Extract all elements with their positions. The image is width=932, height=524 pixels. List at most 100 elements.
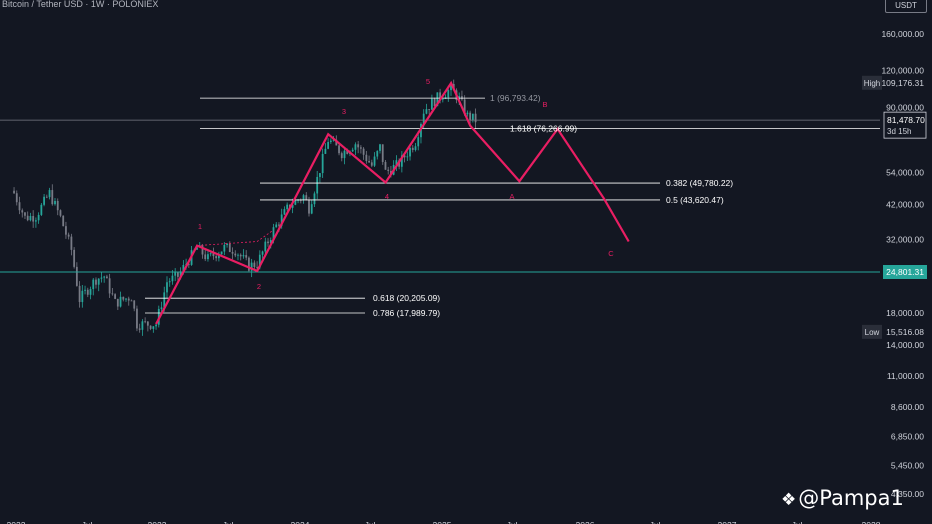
candle-body xyxy=(209,253,212,255)
candle-body xyxy=(130,300,133,302)
time-tick: 2023 xyxy=(148,520,167,524)
candle-body xyxy=(373,156,376,166)
candle-body xyxy=(187,264,190,266)
candle-body xyxy=(335,139,338,146)
wave-label: 3 xyxy=(342,107,346,116)
candle-body xyxy=(329,140,332,142)
chart-title: Bitcoin / Tether USD · 1W · POLONIEX xyxy=(2,0,159,9)
candle-body xyxy=(430,98,433,110)
current-price-countdown: 3d 15h xyxy=(887,127,911,136)
candle-body xyxy=(387,169,390,171)
candle-body xyxy=(81,290,84,303)
wave-path xyxy=(155,80,630,325)
candle-body xyxy=(92,279,95,290)
fib-lines xyxy=(0,97,880,314)
candle-body xyxy=(215,256,218,259)
candle-body xyxy=(32,215,35,222)
price-tick: 54,000.00 xyxy=(886,168,924,178)
candle-body xyxy=(237,254,239,256)
candle-body xyxy=(48,190,51,198)
candle-body xyxy=(297,199,299,201)
candle-body xyxy=(411,147,414,150)
candle-body xyxy=(171,275,174,282)
candle-body xyxy=(381,144,384,162)
candle-body xyxy=(149,325,152,329)
current-price-value: 81,478.70 xyxy=(887,115,925,125)
support-price-badge xyxy=(883,264,927,279)
candle-body xyxy=(166,282,168,293)
candle-body xyxy=(18,202,21,211)
candle-body xyxy=(217,254,220,259)
candle-body xyxy=(177,272,179,277)
candle-body xyxy=(15,193,18,203)
candle-body xyxy=(144,321,147,323)
candle-body xyxy=(89,289,92,295)
candle-body xyxy=(84,289,86,291)
candle-body xyxy=(439,92,441,100)
candle-body xyxy=(261,251,264,255)
candle-body xyxy=(340,153,343,159)
candle-body xyxy=(471,113,474,121)
candle-body xyxy=(269,239,272,244)
candle-body xyxy=(275,224,278,228)
candle-body xyxy=(428,109,431,110)
fib-label: 0.5 (43,620.47) xyxy=(666,195,724,205)
candle-body xyxy=(422,113,425,124)
candle-body xyxy=(294,199,297,205)
candle-body xyxy=(354,144,357,150)
candle-body xyxy=(338,145,340,154)
candle-body xyxy=(182,264,185,272)
time-tick: 2027 xyxy=(718,520,737,524)
candle-body xyxy=(179,271,182,277)
candle-body xyxy=(264,241,267,252)
candle-body xyxy=(324,148,327,154)
candle-body xyxy=(207,254,209,260)
elliott-wave: 1 2 3 4 5 A B C xyxy=(155,77,630,325)
candle-body xyxy=(226,243,228,245)
candle-body xyxy=(51,190,54,205)
diamond-logo-icon: ❖ xyxy=(781,490,797,510)
candle-body xyxy=(409,147,411,157)
candle-body xyxy=(414,146,417,150)
price-tick: 8,600.00 xyxy=(891,402,924,412)
candle-body xyxy=(267,241,269,244)
candle-body xyxy=(308,199,310,214)
candle-body xyxy=(280,214,283,226)
time-tick: 2025 xyxy=(433,520,452,524)
candle-body xyxy=(376,150,379,157)
time-tick: Jul xyxy=(792,520,803,524)
currency-button[interactable]: USDT xyxy=(885,0,927,13)
wave-label: B xyxy=(542,100,547,109)
price-badge-tag xyxy=(862,324,882,339)
candle-body xyxy=(114,294,116,299)
time-tick: 2026 xyxy=(576,520,595,524)
candle-body xyxy=(242,255,245,257)
time-tick: 2022 xyxy=(7,520,26,524)
candle-body xyxy=(250,262,253,271)
candle-body xyxy=(256,266,259,268)
candle-body xyxy=(433,98,436,107)
candle-body xyxy=(62,215,65,227)
candle-body xyxy=(204,254,207,260)
candle-body xyxy=(37,214,40,221)
candle-body xyxy=(343,150,346,159)
candle-body xyxy=(231,251,234,254)
candle-body xyxy=(365,154,368,161)
candle-body xyxy=(436,92,439,107)
candle-body xyxy=(141,321,144,330)
candle-body xyxy=(108,278,111,294)
price-badge-value: 15,516.08 xyxy=(886,327,924,337)
candle-body xyxy=(319,173,321,177)
time-tick: Jul xyxy=(223,520,234,524)
candle-body xyxy=(368,160,370,163)
time-tick: Jul xyxy=(82,520,93,524)
candle-body xyxy=(163,292,166,308)
candle-body xyxy=(278,224,280,226)
candle-body xyxy=(248,257,250,271)
candle-body xyxy=(106,276,108,279)
candle-body xyxy=(100,277,103,279)
candle-body xyxy=(21,210,24,213)
fib-label: 0.382 (49,780.22) xyxy=(666,178,733,188)
price-badge-name: High xyxy=(864,79,880,88)
